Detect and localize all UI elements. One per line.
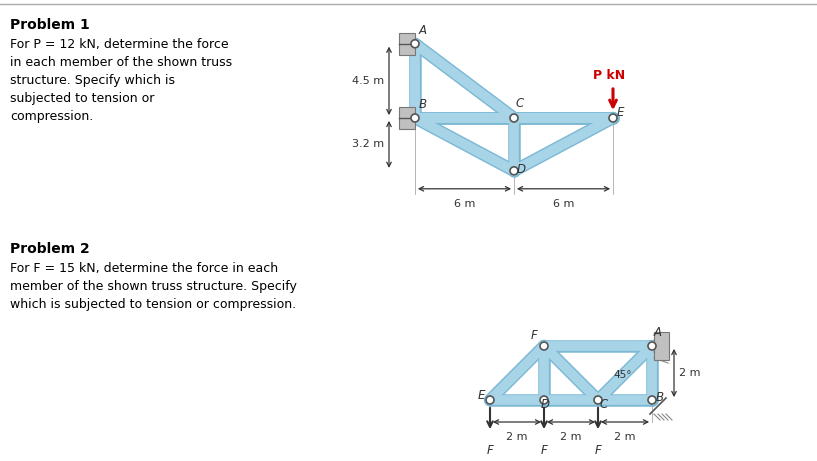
Text: in each member of the shown truss: in each member of the shown truss [10, 56, 232, 69]
Text: C: C [516, 97, 525, 110]
Circle shape [594, 396, 602, 404]
Bar [654, 332, 669, 360]
Text: D: D [541, 398, 550, 411]
Circle shape [510, 114, 518, 122]
Text: F: F [487, 444, 493, 457]
Circle shape [510, 167, 518, 175]
Text: E: E [617, 106, 624, 119]
Text: 6 m: 6 m [453, 199, 475, 209]
Text: For P = 12 kN, determine the force: For P = 12 kN, determine the force [10, 38, 229, 51]
Circle shape [648, 342, 656, 350]
Text: 2 m: 2 m [614, 432, 636, 442]
Text: member of the shown truss structure. Specify: member of the shown truss structure. Spe… [10, 280, 297, 293]
Text: A: A [419, 24, 427, 37]
Bar [399, 33, 415, 55]
Text: structure. Specify which is: structure. Specify which is [10, 74, 175, 87]
Text: B: B [656, 391, 664, 404]
Text: E: E [478, 389, 485, 402]
Circle shape [411, 40, 419, 48]
Text: F: F [541, 444, 547, 457]
Text: A: A [654, 326, 662, 339]
Text: 6 m: 6 m [553, 199, 574, 209]
Text: 2 m: 2 m [507, 432, 528, 442]
Text: 2 m: 2 m [560, 432, 582, 442]
Text: B: B [419, 98, 427, 111]
Text: P kN: P kN [593, 69, 625, 82]
Text: which is subjected to tension or compression.: which is subjected to tension or compres… [10, 298, 296, 311]
Text: 4.5 m: 4.5 m [352, 76, 384, 86]
Text: F: F [531, 329, 538, 342]
Text: 2 m: 2 m [679, 368, 700, 378]
Circle shape [609, 114, 617, 122]
Text: compression.: compression. [10, 110, 93, 123]
Circle shape [648, 396, 656, 404]
Circle shape [411, 114, 419, 122]
Text: D: D [517, 163, 526, 176]
Text: 45°: 45° [613, 370, 632, 380]
Text: C: C [600, 398, 608, 411]
Text: For F = 15 kN, determine the force in each: For F = 15 kN, determine the force in ea… [10, 262, 278, 275]
Text: subjected to tension or: subjected to tension or [10, 92, 154, 105]
Circle shape [540, 342, 548, 350]
Text: F: F [595, 444, 602, 457]
Text: Problem 2: Problem 2 [10, 242, 90, 256]
Circle shape [486, 396, 494, 404]
Text: Problem 1: Problem 1 [10, 18, 90, 32]
Text: 3.2 m: 3.2 m [352, 139, 384, 149]
Bar [399, 107, 415, 129]
Circle shape [540, 396, 548, 404]
